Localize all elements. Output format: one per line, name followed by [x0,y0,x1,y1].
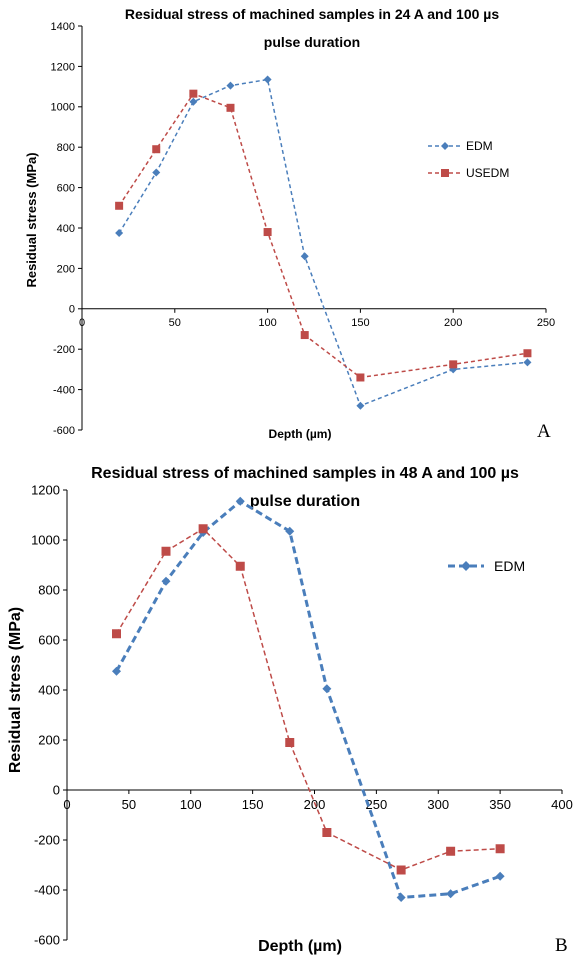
chart-b-usedm-point [446,846,456,856]
chart-b-usedm-point [322,828,332,837]
chart-a-x-tick-label: 200 [444,317,462,329]
chart-b-y-tick-label: -600 [34,933,60,948]
chart-b-x-tick-label: 400 [551,797,573,812]
chart-a-title-line-1: Residual stress of machined samples in 2… [125,6,500,22]
chart-a-edm-point [263,75,272,84]
chart-b-x-tick-label: 350 [489,797,511,812]
chart-a-x-tick-label: 0 [79,317,85,329]
chart-a-y-tick-label: 400 [57,223,75,235]
chart-a-edm-point [152,168,161,177]
chart-b-x-tick-label: 200 [304,797,326,812]
chart-a-y-tick-label: 600 [57,182,75,194]
chart-b-x-tick-label: 100 [180,797,202,812]
chart-a-x-tick-label: 50 [169,317,181,329]
chart-b-y-tick-label: 1200 [31,483,60,498]
chart-b-x-axis-label: Depth (µm) [258,938,342,955]
chart-a-x-axis-label: Depth (µm) [269,427,332,441]
chart-b-y-tick-label: -200 [34,833,60,848]
chart-b-series-usedm-line [115,527,501,871]
chart-b-plot: -600 -400 -200 0 200 400 600 800 1000 1200 0 50 100 1… [31,483,573,948]
chart-b-usedm-point [285,738,295,747]
chart-b-usedm-point [198,524,208,534]
chart-b-y-axis-label: Residual stress (MPa) [7,607,24,773]
chart-a-usedm-point [449,360,458,369]
chart-b-usedm-point [495,844,505,854]
chart-b-legend-edm-label: EDM [494,558,525,574]
chart-b-y-tick-label: 600 [38,633,60,648]
chart-b-usedm-point [161,546,171,556]
chart-a-x-tick-label: 150 [351,317,369,329]
chart-b-title-line-2: pulse duration [250,493,360,510]
chart-a-usedm-point [523,349,532,358]
chart-a-usedm-point [356,373,365,382]
chart-a-x-tick-label: 250 [537,317,555,329]
chart-b-x-tick-label: 50 [122,797,136,812]
chart-b-x-tick-label: 150 [242,797,264,812]
chart-a-legend: EDM USEDM [428,139,509,180]
chart-b-y-tick-label: 200 [38,733,60,748]
chart-a-usedm-point [226,103,235,112]
chart-a-title-line-2: pulse duration [264,34,360,50]
chart-a-series-edm-line [118,78,528,407]
chart-a-y-tick-label: -600 [53,425,75,437]
chart-a-plot: -600 -400 -200 0 200 400 600 800 1000 1200 1400 0 50… [51,21,556,437]
chart-b-y-tick-label: 1000 [31,533,60,548]
chart-b-edm-point [285,526,295,536]
chart-a-y-tick-label: -400 [53,384,75,396]
chart-b-edm-point [446,889,456,899]
chart-a-legend-edm-label: EDM [466,139,493,153]
chart-b: Residual stress of machined samples in 4… [7,465,573,956]
chart-a-edm-point [226,81,235,90]
chart-b-x-tick-label: 250 [366,797,388,812]
chart-a-y-tick-label: -200 [53,344,75,356]
chart-a-edm-point [300,252,309,261]
chart-b-x-tick-label: 300 [427,797,449,812]
chart-a-y-tick-label: 800 [57,142,75,154]
chart-a-usedm-point [300,331,309,340]
chart-a-usedm-point [115,201,124,210]
chart-b-edm-point [322,684,332,694]
chart-b-edm-point [235,496,245,506]
chart-b-title-line-1: Residual stress of machined samples in 4… [91,465,519,482]
chart-a-legend-usedm-label: USEDM [466,166,509,180]
chart-a-legend-usedm-marker [441,169,449,177]
chart-b-edm-point [161,576,171,586]
chart-b-x-tick-label: 0 [63,797,70,812]
chart-a: Residual stress of machined samples in 2… [24,6,555,442]
chart-a-series-usedm-line [118,92,528,379]
chart-a-edm-point [115,229,124,238]
chart-a-y-tick-label: 1200 [51,61,75,73]
chart-b-legend: EDM [448,558,525,574]
chart-a-usedm-point [189,89,198,98]
chart-b-edm-point [112,666,121,676]
chart-a-panel-label: A [537,421,551,442]
chart-b-y-tick-label: 400 [38,683,60,698]
chart-a-y-tick-label: 1000 [51,102,75,114]
chart-a-y-tick-label: 0 [69,304,75,316]
chart-b-panel-label: B [555,935,568,956]
chart-a-edm-point [523,358,532,367]
chart-b-edm-point [495,871,505,881]
chart-a-x-tick-label: 100 [258,317,276,329]
chart-a-edm-point [356,401,365,410]
chart-a-usedm-point [152,145,161,154]
chart-b-usedm-point [235,561,245,571]
chart-b-y-tick-label: 0 [53,783,60,798]
chart-a-usedm-point [263,228,272,237]
chart-a-y-tick-label: 200 [57,263,75,275]
chart-b-y-tick-label: 800 [38,583,60,598]
chart-a-edm-point [189,97,198,106]
chart-b-usedm-point [112,629,121,639]
chart-b-usedm-point [396,865,406,875]
chart-b-y-tick-label: -400 [34,883,60,898]
chart-a-y-axis-label: Residual stress (MPa) [24,152,39,287]
chart-a-legend-edm-marker [441,142,449,150]
chart-b-legend-edm-marker [461,561,471,571]
chart-b-series-edm-line [115,499,501,900]
chart-a-y-tick-label: 1400 [51,21,75,33]
chart-b-edm-point [396,893,406,902]
